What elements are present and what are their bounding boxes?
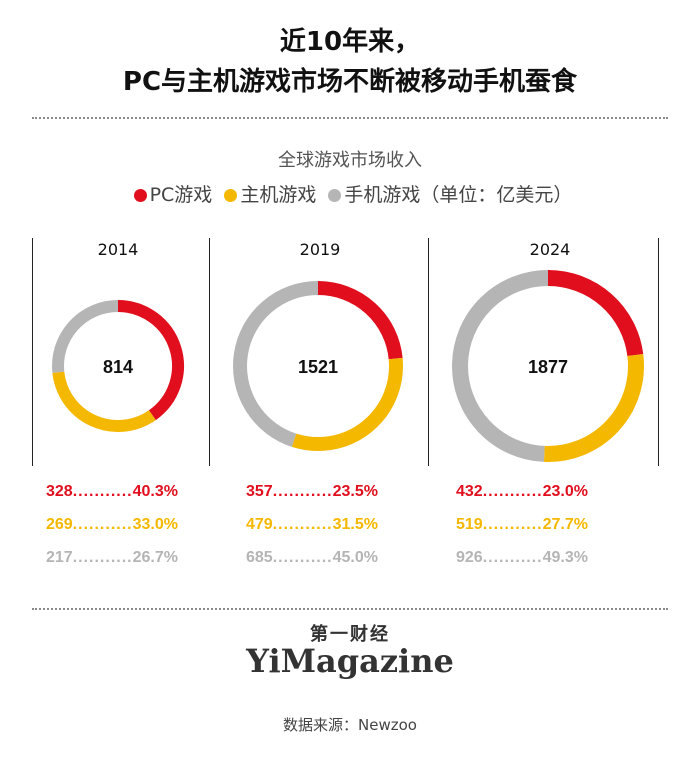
column-divider-1 [32, 238, 33, 466]
value-row-2019-mobile: 685 ...........45.0% [246, 549, 378, 567]
leader-dots: ........... [72, 483, 133, 500]
brand-chinese: 第一财经 [310, 624, 390, 645]
column-divider-4 [658, 238, 659, 466]
leader-dots: ........... [272, 516, 333, 533]
value-2024-console: 519 [456, 516, 483, 533]
percent-2024-mobile: 49.3% [542, 549, 588, 566]
percent-2019-console: 31.5% [332, 516, 378, 533]
percent-2019-mobile: 45.0% [332, 549, 378, 566]
slice-2024-console [543, 354, 644, 462]
column-divider-2 [209, 238, 210, 466]
percent-2024-console: 27.7% [542, 516, 588, 533]
value-2019-console: 479 [246, 516, 273, 533]
value-2014-mobile: 217 [46, 549, 73, 566]
column-divider-3 [428, 238, 429, 466]
data-source: 数据来源：Newzoo [283, 716, 417, 734]
slice-2019-mobile [233, 281, 319, 447]
chart-title-line1: 近10年来， [279, 27, 421, 57]
value-2024-pc: 432 [456, 483, 483, 500]
year-label-2014: 2014 [97, 240, 139, 259]
value-row-2024-mobile: 926 ...........49.3% [456, 549, 588, 567]
leader-dots: ........... [482, 549, 543, 566]
legend-mobile-swatch [328, 189, 342, 202]
legend-console-swatch [224, 189, 238, 202]
percent-2014-pc: 40.3% [132, 483, 178, 500]
donut-total-2019: 1521 [298, 357, 338, 377]
year-label-2019: 2019 [299, 240, 341, 259]
slice-2014-pc [117, 300, 184, 421]
year-label-2024: 2024 [529, 240, 571, 259]
legend-pc-label: PC游戏 [149, 184, 213, 206]
legend-mobile-label: 手机游戏 [344, 184, 421, 206]
divider-top [32, 117, 668, 119]
value-row-2019-pc: 357 ...........23.5% [246, 483, 378, 501]
leader-dots: ........... [482, 483, 543, 500]
value-row-2019-console: 479 ...........31.5% [246, 516, 378, 534]
value-2014-pc: 328 [46, 483, 73, 500]
leader-dots: ........... [272, 549, 333, 566]
value-2024-mobile: 926 [456, 549, 483, 566]
percent-2019-pc: 23.5% [332, 483, 378, 500]
legend-unit-note: （单位：亿美元） [420, 184, 573, 206]
leader-dots: ........... [482, 516, 543, 533]
legend-pc-swatch [133, 189, 147, 202]
percent-2024-pc: 23.0% [542, 483, 588, 500]
donut-total-2024: 1877 [528, 357, 568, 377]
legend-console-label: 主机游戏 [240, 184, 317, 206]
leader-dots: ........... [72, 516, 133, 533]
percent-2014-console: 33.0% [132, 516, 178, 533]
slice-2019-pc [317, 281, 403, 360]
value-2014-console: 269 [46, 516, 73, 533]
percent-2014-mobile: 26.7% [132, 549, 178, 566]
donut-total-2014: 814 [103, 357, 133, 377]
chart-subtitle: 全球游戏市场收入 [278, 150, 422, 171]
chart-title-line2: PC与主机游戏市场不断被移动手机蚕食 [122, 67, 578, 97]
leader-dots: ........... [72, 549, 133, 566]
leader-dots: ........... [272, 483, 333, 500]
value-row-2024-pc: 432 ...........23.0% [456, 483, 588, 501]
divider-bottom [32, 608, 668, 610]
value-row-2024-console: 519 ...........27.7% [456, 516, 588, 534]
brand-logo: YiMagazine [246, 642, 454, 680]
value-row-2014-console: 269 ...........33.0% [46, 516, 178, 534]
value-row-2014-pc: 328 ...........40.3% [46, 483, 178, 501]
value-row-2014-mobile: 217 ...........26.7% [46, 549, 178, 567]
slice-2014-console [52, 371, 156, 432]
slice-2019-console [291, 357, 403, 451]
value-2019-mobile: 685 [246, 549, 273, 566]
legend: PC游戏 主机游戏 手机游戏（单位：亿美元） [0, 180, 700, 207]
value-2019-pc: 357 [246, 483, 273, 500]
slice-2024-mobile [452, 270, 549, 462]
slice-2024-pc [547, 270, 644, 357]
slice-2014-mobile [52, 300, 119, 373]
